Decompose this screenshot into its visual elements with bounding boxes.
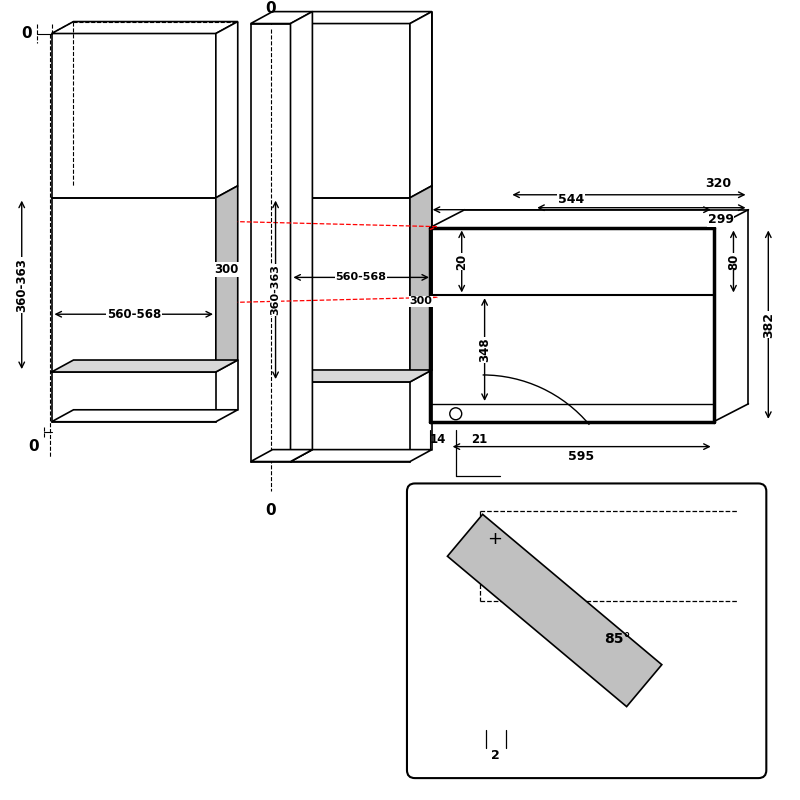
- Text: 0: 0: [266, 1, 276, 16]
- Text: 14: 14: [430, 433, 446, 446]
- Text: 21: 21: [471, 433, 488, 446]
- Polygon shape: [290, 370, 432, 382]
- Text: 0: 0: [28, 439, 39, 454]
- Text: 560-568: 560-568: [106, 308, 161, 321]
- Polygon shape: [410, 12, 432, 198]
- Polygon shape: [447, 514, 662, 706]
- Polygon shape: [290, 12, 313, 462]
- Text: 2: 2: [491, 749, 500, 762]
- Text: 595: 595: [568, 450, 594, 463]
- Polygon shape: [250, 450, 313, 462]
- Text: 360-363: 360-363: [270, 265, 281, 315]
- Polygon shape: [51, 410, 238, 422]
- Text: 300: 300: [410, 296, 432, 306]
- Text: +: +: [487, 530, 502, 548]
- Text: 560-568: 560-568: [336, 272, 386, 282]
- Text: 299: 299: [707, 213, 734, 226]
- Polygon shape: [51, 22, 238, 34]
- Polygon shape: [290, 450, 432, 462]
- Text: 85°: 85°: [604, 632, 630, 646]
- Text: 0: 0: [22, 26, 32, 41]
- Text: 348: 348: [478, 338, 491, 362]
- Text: 80: 80: [727, 254, 740, 270]
- Text: 20: 20: [455, 254, 468, 270]
- Polygon shape: [250, 12, 313, 23]
- Polygon shape: [51, 360, 238, 372]
- Text: 593: 593: [740, 542, 753, 570]
- Text: 382: 382: [762, 312, 775, 338]
- Polygon shape: [216, 22, 238, 198]
- Text: 320: 320: [706, 178, 732, 190]
- Text: 544: 544: [558, 194, 584, 206]
- Polygon shape: [216, 186, 238, 372]
- Text: 360-363: 360-363: [15, 258, 28, 312]
- FancyBboxPatch shape: [407, 483, 766, 778]
- Polygon shape: [290, 12, 432, 23]
- Text: 0: 0: [266, 503, 276, 518]
- Polygon shape: [410, 186, 432, 382]
- Text: 300: 300: [214, 263, 239, 276]
